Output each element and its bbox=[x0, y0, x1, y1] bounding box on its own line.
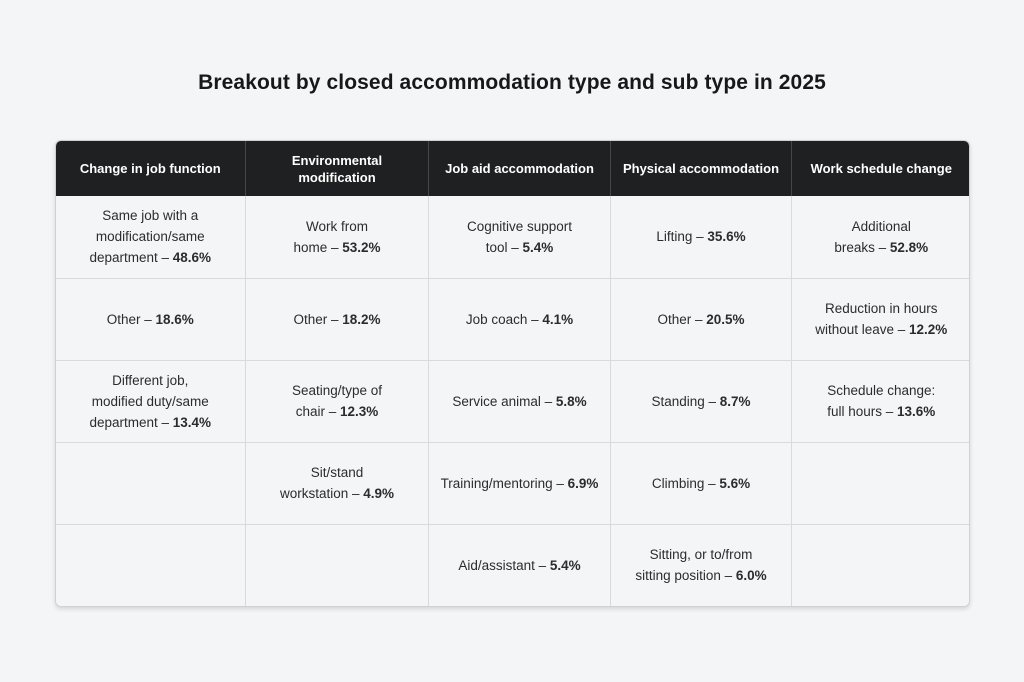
cell-value: 5.4% bbox=[549, 557, 581, 573]
cell-value: 5.6% bbox=[719, 475, 751, 491]
table-cell: Sit/stand workstation – 4.9% bbox=[245, 442, 429, 525]
table-cell: Additional breaks – 52.8% bbox=[791, 196, 969, 279]
table-cell-empty bbox=[245, 524, 429, 606]
table-row: Aid/assistant – 5.4% Sitting, or to/from … bbox=[55, 524, 969, 606]
cell-label: Job coach – bbox=[465, 311, 543, 327]
cell-value: 5.8% bbox=[555, 393, 587, 409]
cell-value: 4.1% bbox=[542, 311, 574, 327]
table-cell: Different job, modified duty/same depart… bbox=[55, 360, 246, 443]
table-cell: Reduction in hours without leave – 12.2% bbox=[791, 278, 969, 361]
cell-value: 8.7% bbox=[719, 393, 751, 409]
cell-label: Lifting – bbox=[656, 229, 708, 245]
column-header-change-in-job-function: Change in job function bbox=[55, 141, 246, 196]
cell-value: 18.2% bbox=[342, 311, 381, 327]
table-cell-empty bbox=[55, 524, 246, 606]
cell-label: Training/mentoring – bbox=[440, 475, 568, 491]
table-cell: Work from home – 53.2% bbox=[245, 196, 429, 279]
table-cell: Job coach – 4.1% bbox=[428, 278, 611, 361]
column-header-environmental-modification: Environmental modification bbox=[245, 141, 429, 196]
cell-label: Aid/assistant – bbox=[458, 557, 550, 573]
column-header-work-schedule-change: Work schedule change bbox=[791, 141, 969, 196]
cell-value: 12.3% bbox=[340, 404, 379, 419]
cell-label: Additional breaks – bbox=[834, 218, 911, 255]
table-row: Same job with a modification/same depart… bbox=[55, 196, 969, 279]
cell-label: Other – bbox=[657, 311, 707, 327]
cell-value: 35.6% bbox=[707, 229, 746, 245]
table-cell: Other – 18.6% bbox=[55, 278, 246, 361]
table-cell: Seating/type of chair – 12.3% bbox=[245, 360, 429, 443]
cell-value: 18.6% bbox=[155, 311, 194, 327]
page-title: Breakout by closed accommodation type an… bbox=[198, 71, 826, 94]
table-cell: Same job with a modification/same depart… bbox=[55, 196, 246, 279]
table-cell-empty bbox=[55, 442, 246, 525]
table-cell: Training/mentoring – 6.9% bbox=[428, 442, 611, 525]
accommodation-table-container: Change in job function Environmental mod… bbox=[54, 140, 970, 607]
page: Breakout by closed accommodation type an… bbox=[0, 70, 1024, 682]
table-cell: Standing – 8.7% bbox=[610, 360, 792, 443]
cell-value: 53.2% bbox=[342, 239, 381, 255]
table-cell: Sitting, or to/from sitting position – 6… bbox=[610, 524, 792, 606]
cell-value: 12.2% bbox=[909, 322, 948, 337]
cell-value: 20.5% bbox=[706, 311, 745, 327]
table-row: Sit/stand workstation – 4.9% Training/men… bbox=[55, 442, 969, 525]
cell-value: 52.8% bbox=[889, 239, 929, 255]
table-cell: Aid/assistant – 5.4% bbox=[428, 524, 611, 606]
table-cell: Service animal – 5.8% bbox=[428, 360, 611, 443]
table-row: Different job, modified duty/same depart… bbox=[55, 360, 969, 443]
table-cell: Schedule change: full hours – 13.6% bbox=[791, 360, 969, 443]
cell-value: 6.9% bbox=[567, 475, 599, 491]
cell-label: Climbing – bbox=[651, 475, 720, 491]
cell-label: Work from home – bbox=[293, 218, 368, 255]
cell-value: 13.6% bbox=[897, 404, 936, 419]
column-header-job-aid-accommodation: Job aid accommodation bbox=[428, 141, 611, 196]
cell-label: Different job, modified duty/same depart… bbox=[89, 372, 209, 430]
cell-label: Same job with a modification/same depart… bbox=[89, 208, 205, 266]
cell-value: 48.6% bbox=[172, 250, 212, 266]
table-cell: Lifting – 35.6% bbox=[610, 196, 792, 279]
cell-value: 5.4% bbox=[522, 239, 554, 255]
header-row: Change in job function Environmental mod… bbox=[55, 141, 969, 196]
cell-label: Reduction in hours without leave – bbox=[815, 301, 938, 337]
cell-label: Standing – bbox=[651, 393, 720, 409]
table-cell: Other – 20.5% bbox=[610, 278, 792, 361]
cell-label: Seating/type of chair – bbox=[291, 383, 383, 419]
table-row: Other – 18.6% Other – 18.2% Job coach – 4.… bbox=[55, 278, 969, 361]
cell-label: Cognitive support tool – bbox=[466, 218, 573, 255]
cell-label: Sitting, or to/from sitting position – bbox=[635, 547, 753, 584]
cell-label: Schedule change: full hours – bbox=[827, 383, 936, 419]
table-body: Same job with a modification/same depart… bbox=[55, 196, 969, 606]
cell-label: Other – bbox=[106, 311, 156, 327]
cell-value: 6.0% bbox=[735, 568, 767, 584]
accommodation-table: Change in job function Environmental mod… bbox=[55, 141, 969, 606]
cell-label: Other – bbox=[293, 311, 343, 327]
table-header: Change in job function Environmental mod… bbox=[55, 141, 969, 196]
cell-value: 4.9% bbox=[363, 486, 395, 501]
table-cell-empty bbox=[791, 442, 969, 525]
table-cell: Climbing – 5.6% bbox=[610, 442, 792, 525]
table-cell: Cognitive support tool – 5.4% bbox=[428, 196, 611, 279]
table-cell-empty bbox=[791, 524, 969, 606]
cell-label: Service animal – bbox=[452, 393, 556, 409]
cell-label: Sit/stand workstation – bbox=[279, 465, 364, 501]
table-cell: Other – 18.2% bbox=[245, 278, 429, 361]
column-header-physical-accommodation: Physical accommodation bbox=[610, 141, 792, 196]
cell-value: 13.4% bbox=[172, 414, 212, 430]
